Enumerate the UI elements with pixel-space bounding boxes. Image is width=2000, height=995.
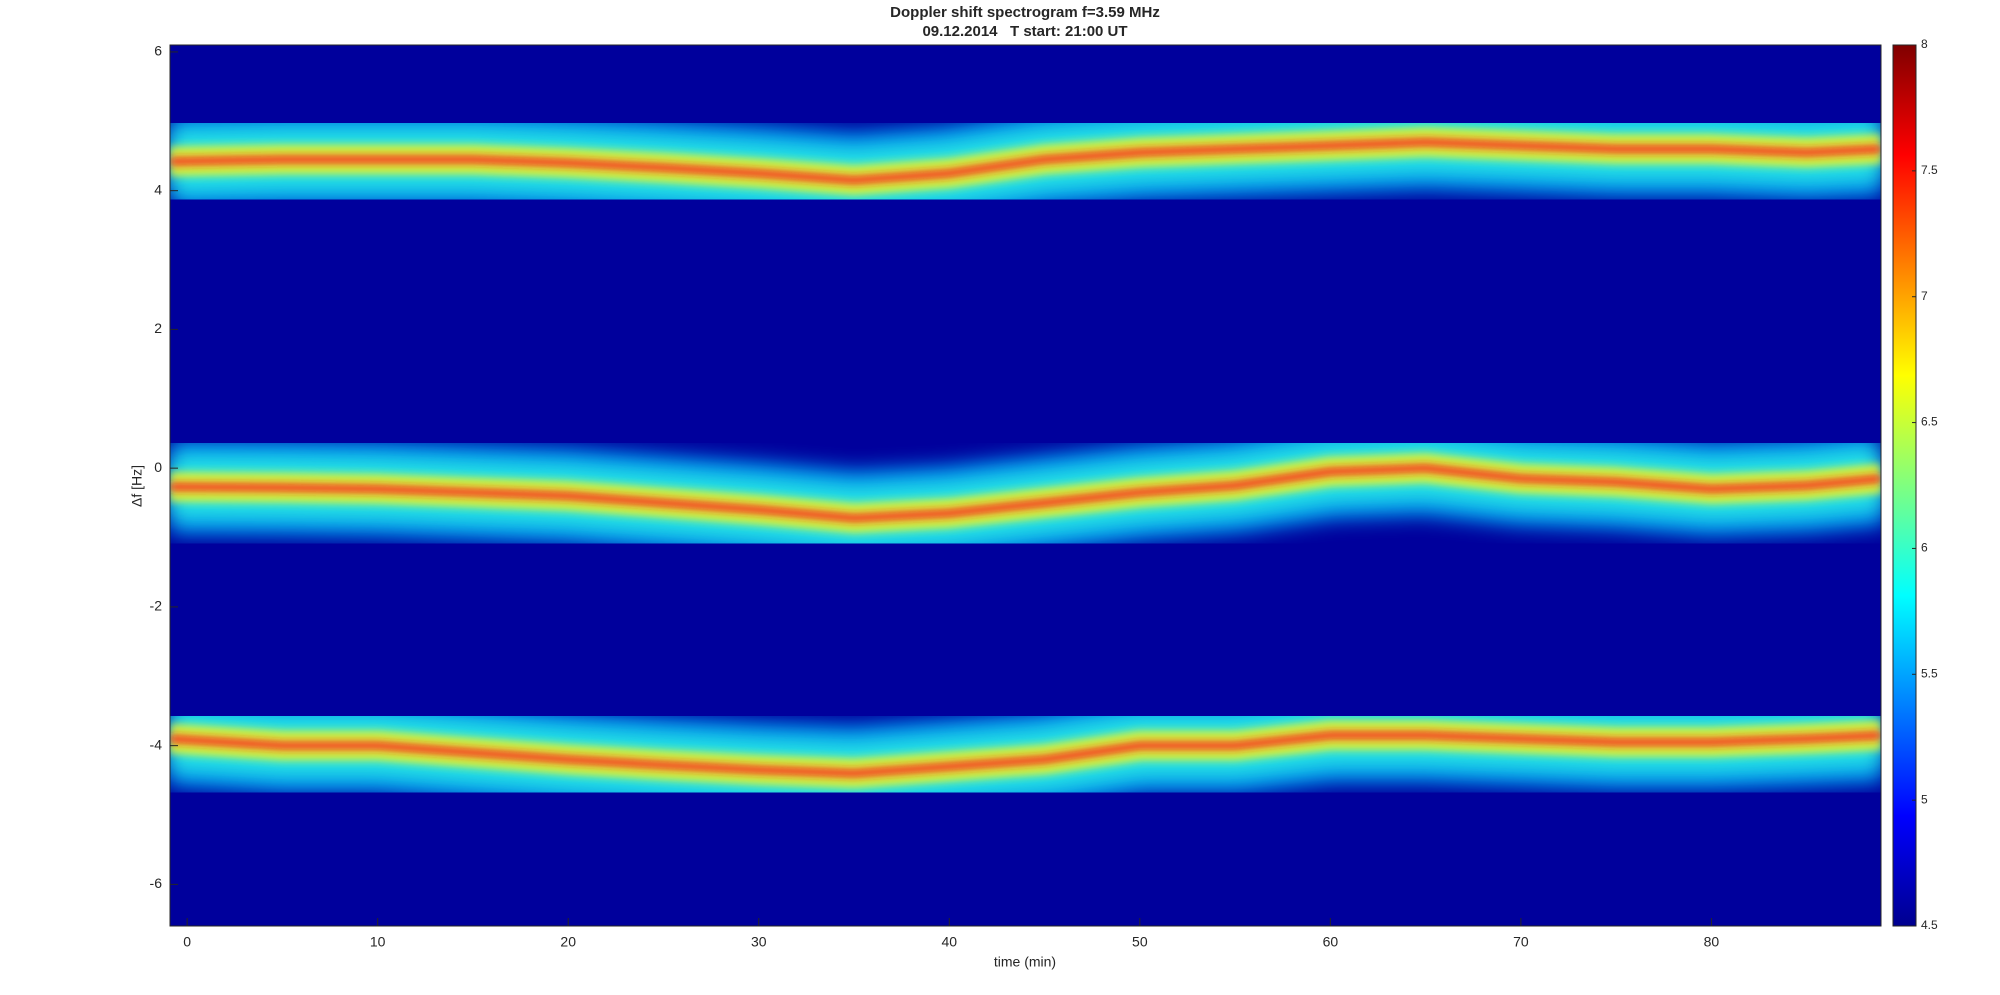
plot-frame — [169, 44, 1882, 927]
x-tick-label: 50 — [1132, 934, 1148, 950]
chart-subtitle: 09.12.2014 T start: 21:00 UT — [922, 23, 1127, 40]
y-tick-label: 6 — [154, 43, 162, 59]
x-tick-label: 20 — [560, 934, 576, 950]
colorbar-tick-label: 7.5 — [1921, 163, 1938, 177]
x-tick-label: 40 — [941, 934, 957, 950]
colorbar-tick-label: 5 — [1921, 792, 1928, 806]
band-ridge — [170, 464, 1881, 522]
colorbar-tick-label: 5.5 — [1921, 666, 1938, 680]
y-tick-label: 2 — [154, 320, 162, 336]
band-ridge — [170, 138, 1881, 184]
colorbar-tick-label: 7 — [1921, 289, 1928, 303]
colorbar-tick-label: 4.5 — [1921, 918, 1938, 932]
y-axis-label: Δf [Hz] — [129, 465, 145, 507]
colorbar-tick-label: 6.5 — [1921, 415, 1938, 429]
x-tick-label: 80 — [1704, 934, 1720, 950]
x-tick-label: 0 — [183, 934, 191, 950]
x-tick-label: 60 — [1323, 934, 1339, 950]
colorbar-tick-label: 6 — [1921, 541, 1928, 555]
colorbar-tick-label: 8 — [1921, 37, 1928, 51]
y-tick-label: -4 — [150, 736, 163, 752]
colorbar — [1892, 44, 1917, 927]
y-tick-label: -2 — [150, 598, 163, 614]
band-ridge — [170, 731, 1881, 777]
x-tick-label: 10 — [370, 934, 386, 950]
y-tick-label: 4 — [154, 181, 162, 197]
chart-title: Doppler shift spectrogram f=3.59 MHz — [890, 4, 1160, 21]
y-tick-label: -6 — [150, 875, 163, 891]
bands — [170, 94, 1881, 821]
x-tick-label: 70 — [1513, 934, 1529, 950]
y-tick-label: 0 — [154, 459, 162, 475]
x-tick-label: 30 — [751, 934, 767, 950]
x-axis-label: time (min) — [994, 954, 1056, 970]
